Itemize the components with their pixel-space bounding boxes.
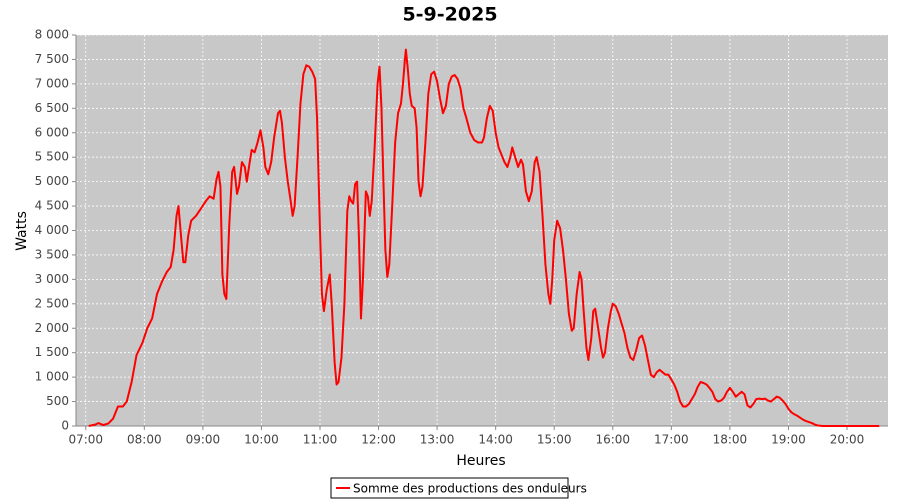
y-tick-label: 5 000 xyxy=(35,174,69,188)
x-axis-label: Heures xyxy=(456,453,505,469)
y-tick-label: 6 000 xyxy=(35,125,69,139)
y-tick-label: 500 xyxy=(46,394,69,408)
y-tick-label: 4 500 xyxy=(35,199,69,213)
y-tick-label: 3 000 xyxy=(35,272,69,286)
y-tick-label: 1 500 xyxy=(35,345,69,359)
chart-title: 5-9-2025 xyxy=(402,4,497,26)
x-tick-label: 19:00 xyxy=(771,433,806,447)
legend-box xyxy=(330,477,569,499)
y-tick-label: 6 500 xyxy=(35,101,69,115)
data-line xyxy=(88,48,880,427)
x-tick-label: 08:00 xyxy=(127,433,162,447)
y-tick-label: 3 500 xyxy=(35,247,69,261)
y-tick-label: 7 500 xyxy=(35,52,69,66)
x-tick-label: 18:00 xyxy=(713,433,748,447)
x-tick-label: 14:00 xyxy=(478,433,513,447)
y-tick-label: 8 000 xyxy=(35,28,69,42)
y-axis-label: Watts xyxy=(14,211,30,251)
x-tick-label: 16:00 xyxy=(595,433,630,447)
y-tick-label: 5 500 xyxy=(35,150,69,164)
x-tick-label: 12:00 xyxy=(361,433,396,447)
x-tick-label: 07:00 xyxy=(68,433,103,447)
x-tick-label: 20:00 xyxy=(830,433,865,447)
x-tick-label: 13:00 xyxy=(420,433,455,447)
legend-label: Somme des productions des onduleurs xyxy=(353,482,587,496)
y-tick-label: 2 000 xyxy=(35,321,69,335)
x-tick-label: 17:00 xyxy=(654,433,689,447)
x-tick-label: 09:00 xyxy=(186,433,221,447)
y-tick-label: 1 000 xyxy=(35,370,69,384)
x-tick-label: 10:00 xyxy=(244,433,279,447)
y-tick-label: 2 500 xyxy=(35,296,69,310)
y-tick-label: 7 000 xyxy=(35,76,69,90)
x-tick-label: 15:00 xyxy=(537,433,572,447)
y-tick-label: 0 xyxy=(61,419,69,433)
y-tick-label: 4 000 xyxy=(35,223,69,237)
x-tick-label: 11:00 xyxy=(303,433,338,447)
